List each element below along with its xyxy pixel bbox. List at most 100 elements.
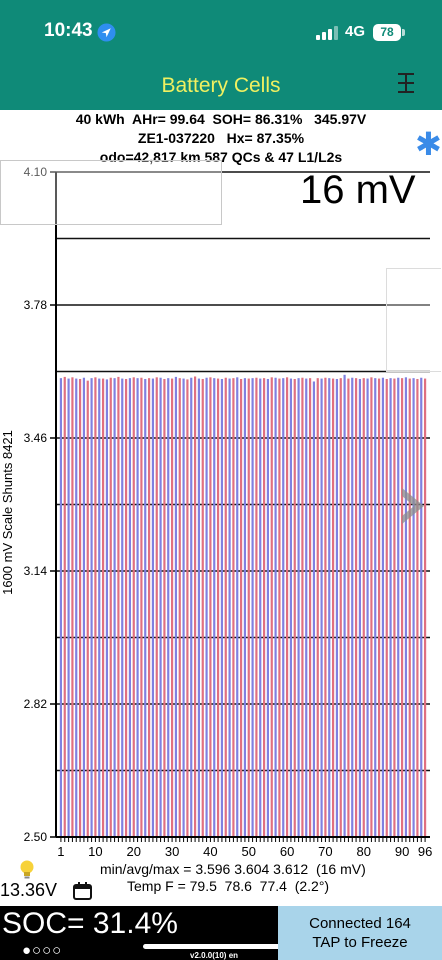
cell-bar <box>370 377 373 837</box>
cell-bar <box>213 378 216 837</box>
cell-bar <box>90 378 93 837</box>
cell-bar <box>94 377 97 837</box>
cell-bar <box>408 378 411 837</box>
cell-bar <box>416 378 419 837</box>
summary-line-health: ZE1-037220 Hx= 87.35% <box>137 130 305 146</box>
bluetooth-star-icon[interactable]: ✱ <box>415 126 442 162</box>
cell-bar <box>316 378 319 837</box>
cell-bar <box>335 378 339 837</box>
calendar-icon[interactable] <box>73 882 92 900</box>
cell-bar <box>320 378 323 837</box>
y-tick-label: 3.78 <box>24 298 48 312</box>
cell-bar <box>140 377 143 837</box>
cell-bar <box>167 378 170 837</box>
cell-bar <box>262 378 266 837</box>
cell-bar <box>159 377 162 837</box>
page-dots[interactable]: ●○○○ <box>22 942 63 959</box>
cell-bar <box>205 377 208 837</box>
cell-bar <box>155 377 158 837</box>
y-tick-label: 2.50 <box>24 830 48 844</box>
cell-voltage-chart[interactable]: 2.50 2.82 3.14 3.46 3.78 4.10 1 10 20 30 40 50 60 70 8… <box>0 160 442 860</box>
cell-bar <box>190 377 193 837</box>
cell-bar <box>308 378 312 837</box>
cell-bar <box>274 377 277 837</box>
battery-nub <box>402 29 405 36</box>
overlay-box-left[interactable] <box>0 160 222 225</box>
spread-mv-label: 16 mV <box>300 168 416 212</box>
cell-bar <box>400 378 404 837</box>
y-axis-label: 1600 mV Scale Shunts 8421 <box>0 430 15 595</box>
cell-bar <box>86 380 89 837</box>
x-tick-label: 70 <box>318 844 332 859</box>
summary-line-odometer: odo=42,817 km 587 QCs & 47 L1/L2s <box>99 149 343 165</box>
connection-status[interactable]: Connected 164 <box>309 915 411 932</box>
cell-bar <box>78 378 82 837</box>
cell-bar <box>381 377 385 837</box>
cell-bar <box>301 377 304 837</box>
x-tick-label: 96 <box>418 844 432 859</box>
cell-bar <box>389 378 392 837</box>
cell-bar <box>297 378 300 837</box>
cell-bar <box>255 377 258 837</box>
cell-bar <box>293 378 296 837</box>
x-tick-label: 90 <box>395 844 409 859</box>
lightbulb-icon[interactable] <box>16 858 38 880</box>
version-label: v2.0.0(10) en <box>190 951 239 960</box>
cell-bar <box>209 377 212 837</box>
cell-bar <box>121 378 124 837</box>
cell-bar <box>351 377 354 837</box>
status-bar: 10:43 4G 78 <box>0 0 442 62</box>
home-indicator <box>143 944 295 949</box>
cell-bar <box>385 378 388 837</box>
battery-level-badge: 78 <box>373 24 401 41</box>
cell-bar <box>136 378 139 837</box>
cell-bar <box>174 376 178 837</box>
soc-label: SOC= 31.4% <box>2 907 178 940</box>
cell-bar <box>374 378 377 837</box>
signal-icon <box>316 26 338 40</box>
y-tick-label: 2.82 <box>24 697 48 711</box>
cell-bar <box>151 378 155 837</box>
cell-bar <box>251 378 254 837</box>
cell-bar <box>101 378 105 837</box>
x-tick-label: 80 <box>357 844 371 859</box>
cell-bar <box>75 378 78 837</box>
cell-bar <box>339 378 342 837</box>
cell-bar <box>328 378 331 837</box>
cell-bar <box>270 377 273 837</box>
cell-bar <box>331 378 335 837</box>
cell-bar <box>312 381 316 837</box>
aux-voltage-label: 13.36V <box>0 880 58 900</box>
x-tick-label: 10 <box>88 844 102 859</box>
cell-bar <box>266 378 270 837</box>
overlay-box-right[interactable] <box>386 268 441 372</box>
cell-bar <box>63 376 66 837</box>
cell-bar <box>113 378 116 837</box>
cell-bar <box>147 378 151 837</box>
x-tick-label: 20 <box>127 844 141 859</box>
cell-bar <box>243 378 247 837</box>
menu-icon[interactable] <box>396 70 416 96</box>
cell-bar <box>393 378 396 837</box>
connect-panel[interactable] <box>278 906 442 960</box>
cell-bar <box>182 378 185 837</box>
next-chevron-icon[interactable] <box>398 486 428 526</box>
freeze-button[interactable]: TAP to Freeze <box>312 934 408 951</box>
cell-bar <box>404 377 408 837</box>
cell-bar <box>423 378 427 837</box>
cell-bar <box>377 378 381 837</box>
cell-bar <box>193 376 197 837</box>
cell-bar <box>201 378 204 837</box>
cell-bar <box>247 378 250 837</box>
cell-bar <box>224 377 227 837</box>
cell-bar <box>354 378 358 837</box>
page-title: Battery Cells <box>161 74 281 97</box>
cell-bar <box>282 378 285 837</box>
cell-bar <box>220 378 224 837</box>
cell-bar <box>347 378 350 837</box>
cell-bar <box>324 377 327 837</box>
cell-bar <box>82 377 86 837</box>
cell-bar <box>397 377 400 837</box>
cell-bar <box>239 378 243 837</box>
cell-stats-line: min/avg/max = 3.596 3.604 3.612 (16 mV) <box>100 861 366 877</box>
